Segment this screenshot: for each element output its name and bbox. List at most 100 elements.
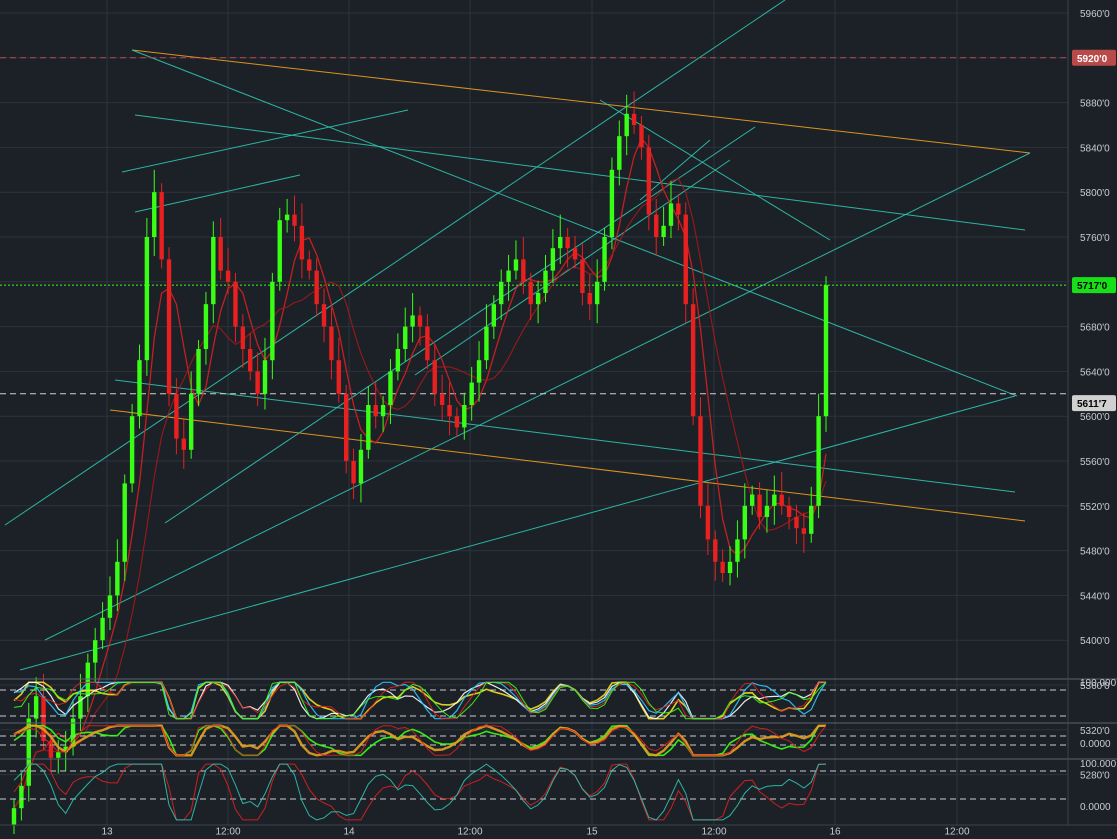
trendline[interactable] bbox=[134, 114, 1026, 231]
trendline[interactable] bbox=[599, 99, 831, 241]
candle-body[interactable] bbox=[454, 416, 460, 428]
candle-body[interactable] bbox=[248, 349, 253, 372]
candle-body[interactable] bbox=[129, 416, 135, 484]
candle-body[interactable] bbox=[233, 281, 238, 327]
candle-body[interactable] bbox=[373, 405, 378, 417]
trendline[interactable] bbox=[4, 0, 786, 526]
candle-body[interactable] bbox=[262, 360, 268, 394]
candle-body[interactable] bbox=[63, 746, 68, 753]
candle-body[interactable] bbox=[535, 293, 541, 305]
candle-body[interactable] bbox=[11, 808, 17, 825]
candle-body[interactable] bbox=[690, 304, 696, 417]
candle-body[interactable] bbox=[499, 281, 504, 305]
candle-body[interactable] bbox=[115, 561, 120, 596]
trendline[interactable] bbox=[639, 139, 711, 201]
candle-body[interactable] bbox=[159, 192, 164, 260]
candle-body[interactable] bbox=[299, 225, 305, 260]
candle-body[interactable] bbox=[358, 449, 364, 484]
candle-body[interactable] bbox=[19, 785, 24, 809]
candle-body[interactable] bbox=[654, 214, 659, 237]
candle-body[interactable] bbox=[26, 718, 31, 786]
candle-body[interactable] bbox=[794, 517, 799, 529]
candle-body[interactable] bbox=[462, 405, 467, 428]
candle-body[interactable] bbox=[48, 741, 54, 758]
candle-body[interactable] bbox=[742, 505, 747, 540]
candle-body[interactable] bbox=[166, 259, 172, 394]
candle-body[interactable] bbox=[181, 438, 186, 450]
candle-body[interactable] bbox=[469, 382, 474, 405]
candle-body[interactable] bbox=[749, 494, 755, 506]
candle-body[interactable] bbox=[705, 505, 711, 540]
candle-body[interactable] bbox=[314, 270, 319, 305]
candle-body[interactable] bbox=[447, 405, 452, 417]
candle-body[interactable] bbox=[550, 248, 556, 271]
candle-body[interactable] bbox=[277, 220, 282, 282]
candle-body[interactable] bbox=[809, 505, 814, 534]
candle-body[interactable] bbox=[565, 237, 570, 249]
candle-body[interactable] bbox=[823, 285, 829, 417]
candle-body[interactable] bbox=[764, 505, 770, 517]
candle-body[interactable] bbox=[410, 315, 415, 327]
candle-body[interactable] bbox=[211, 237, 216, 305]
candle-body[interactable] bbox=[425, 326, 430, 361]
candle-body[interactable] bbox=[56, 752, 61, 758]
candle-body[interactable] bbox=[720, 561, 725, 573]
candle-body[interactable] bbox=[255, 371, 260, 394]
trendline[interactable] bbox=[131, 49, 1031, 154]
candle-body[interactable] bbox=[122, 483, 127, 562]
candle-body[interactable] bbox=[587, 293, 592, 305]
trendline[interactable] bbox=[131, 49, 1018, 397]
candle-body[interactable] bbox=[580, 259, 585, 293]
candle-body[interactable] bbox=[284, 214, 290, 221]
candle-body[interactable] bbox=[786, 505, 792, 517]
candle-body[interactable] bbox=[366, 405, 371, 450]
candle-body[interactable] bbox=[41, 696, 46, 741]
trendline[interactable] bbox=[19, 395, 1016, 671]
candle-body[interactable] bbox=[779, 494, 784, 506]
candle-body[interactable] bbox=[735, 539, 740, 562]
candle-body[interactable] bbox=[329, 326, 334, 361]
candle-body[interactable] bbox=[661, 225, 666, 237]
candle-body[interactable] bbox=[624, 113, 629, 137]
candle-body[interactable] bbox=[218, 237, 223, 271]
candle-body[interactable] bbox=[816, 416, 821, 506]
trendline[interactable] bbox=[109, 409, 1026, 522]
candle-body[interactable] bbox=[801, 528, 807, 534]
candle-body[interactable] bbox=[513, 259, 519, 271]
candle-body[interactable] bbox=[152, 192, 157, 237]
trendline[interactable] bbox=[164, 126, 756, 524]
candle-body[interactable] bbox=[196, 349, 201, 394]
candle-body[interactable] bbox=[380, 405, 386, 417]
trendline[interactable] bbox=[121, 109, 409, 173]
candle-body[interactable] bbox=[476, 360, 482, 383]
candle-body[interactable] bbox=[639, 125, 644, 148]
candle-body[interactable] bbox=[270, 281, 275, 361]
trendline[interactable] bbox=[44, 152, 1031, 641]
candle-body[interactable] bbox=[225, 270, 231, 282]
candle-body[interactable] bbox=[240, 326, 246, 349]
candle-body[interactable] bbox=[713, 539, 718, 562]
candle-body[interactable] bbox=[609, 169, 615, 237]
candle-body[interactable] bbox=[572, 248, 578, 260]
candle-body[interactable] bbox=[432, 360, 437, 394]
candle-body[interactable] bbox=[772, 494, 777, 506]
candle-body[interactable] bbox=[594, 281, 600, 305]
candle-body[interactable] bbox=[174, 393, 179, 439]
candle-body[interactable] bbox=[617, 136, 622, 170]
candle-body[interactable] bbox=[351, 461, 356, 484]
candle-body[interactable] bbox=[491, 304, 497, 327]
candle-body[interactable] bbox=[683, 214, 688, 305]
candle-body[interactable] bbox=[107, 595, 113, 618]
candle-body[interactable] bbox=[528, 281, 533, 305]
candle-body[interactable] bbox=[558, 237, 563, 249]
candle-body[interactable] bbox=[388, 371, 393, 405]
candle-body[interactable] bbox=[439, 393, 445, 405]
candle-body[interactable] bbox=[70, 718, 76, 747]
candle-body[interactable] bbox=[343, 393, 349, 461]
candle-body[interactable] bbox=[602, 237, 607, 282]
candle-body[interactable] bbox=[321, 304, 327, 327]
time-axis[interactable]: 13 12:00 14 12:00 15 12:00 16 12:00 bbox=[0, 824, 1117, 837]
candle-body[interactable] bbox=[100, 617, 105, 641]
candle-body[interactable] bbox=[78, 696, 83, 719]
candle-body[interactable] bbox=[144, 237, 150, 361]
